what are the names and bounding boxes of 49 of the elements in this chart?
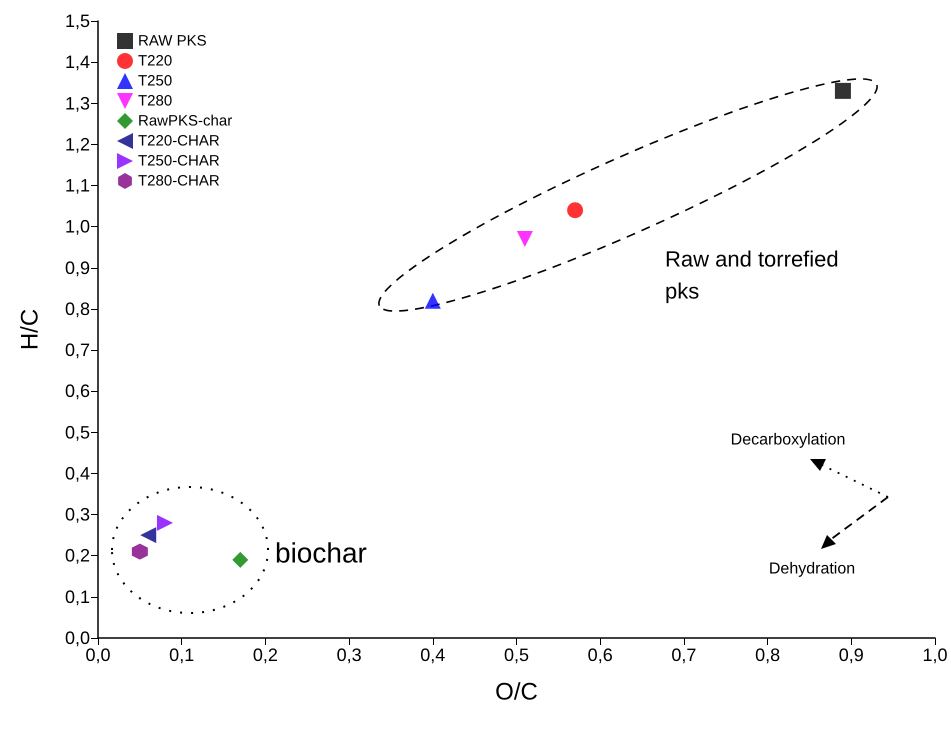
x-tick-label: 0,6: [588, 645, 613, 665]
legend-label: T220-CHAR: [138, 132, 220, 150]
legend-label: T280-CHAR: [138, 172, 220, 190]
y-tick-label: 1,5: [64, 11, 90, 31]
legend-label: RawPKS-char: [138, 112, 232, 130]
legend-label: T220: [138, 52, 172, 70]
y-tick-label: 1,1: [64, 176, 90, 196]
legend-label: T280: [138, 92, 172, 110]
annotation: Raw and torrefied pks: [665, 246, 839, 304]
x-tick-label: 0,8: [755, 645, 780, 665]
y-tick-label: 0,0: [64, 628, 90, 648]
point: [834, 82, 851, 99]
point: [567, 202, 584, 218]
y-tick-label: 1,3: [64, 93, 90, 114]
y-tick-label: 1,4: [64, 52, 90, 72]
annotation: Decarboxylation: [730, 432, 846, 448]
x-tick-label: 0,1: [169, 645, 194, 665]
y-tick-label: 0,7: [64, 340, 90, 360]
y-axis-title: H/C: [16, 308, 44, 350]
x-tick-label: 0,3: [336, 645, 362, 665]
legend-label: RAW PKS: [138, 32, 207, 50]
x-tick-label: 0,9: [838, 645, 864, 665]
y-tick-label: 0,4: [64, 463, 90, 484]
x-tick-label: 0,5: [504, 645, 530, 665]
x-tick-label: 0,4: [420, 645, 446, 665]
point: [424, 292, 441, 309]
y-tick-label: 0,8: [64, 298, 90, 319]
y-tick-label: 0,6: [64, 381, 90, 402]
legend-label: T250: [138, 72, 172, 90]
point: [132, 544, 148, 560]
annotation: Dehydration: [768, 560, 856, 578]
x-tick-label: 0,7: [671, 645, 696, 665]
legend-label: T250-CHAR: [138, 152, 220, 170]
point: [516, 231, 533, 248]
y-tick-label: 0,3: [64, 504, 90, 525]
x-axis-title: O/C: [495, 678, 538, 706]
x-tick-label: 1,0: [922, 645, 948, 665]
x-tick-label: 0,0: [85, 645, 111, 665]
x-tick-label: 0,2: [252, 645, 278, 665]
point: [156, 514, 173, 531]
y-tick-label: 1,0: [64, 216, 90, 237]
y-tick-label: 0,2: [64, 546, 90, 566]
y-tick-label: 0,9: [64, 258, 90, 278]
annotation: biochar: [275, 538, 367, 568]
point: [140, 527, 156, 544]
y-tick-label: 1,2: [64, 134, 90, 154]
y-tick-label: 0,1: [64, 586, 90, 607]
point: [232, 552, 248, 568]
y-tick-label: 0,5: [64, 422, 90, 442]
